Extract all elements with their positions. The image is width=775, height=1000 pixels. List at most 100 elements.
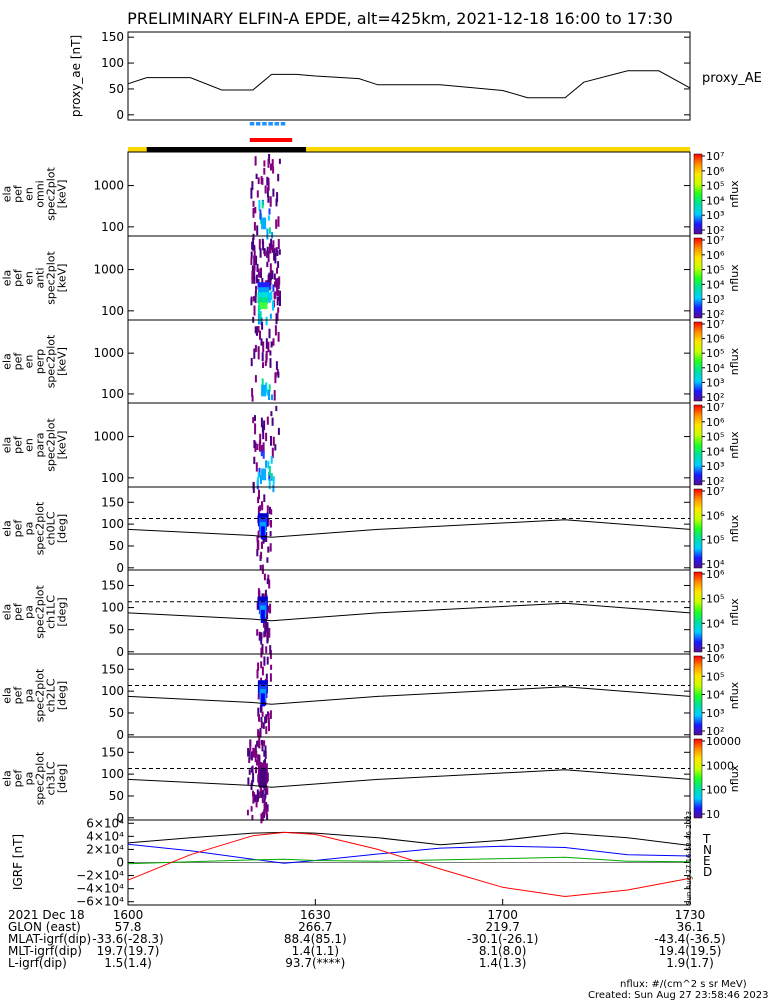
spectrogram-core <box>257 282 270 289</box>
spectrogram-pixel <box>264 788 267 798</box>
spectrogram-pixel <box>274 372 277 384</box>
spectrogram-pixel <box>251 265 254 273</box>
spectrogram-pixel <box>266 228 269 240</box>
spectrogram-pixel <box>265 808 268 816</box>
spectrogram-pixel <box>269 650 272 660</box>
spectrogram-pixel <box>269 603 272 614</box>
spectrogram-pixel <box>270 509 273 515</box>
spectrogram-pixel <box>262 362 264 369</box>
igrf-legend-N: N <box>703 843 712 857</box>
spectrogram-pixel <box>250 782 253 791</box>
y-tick-label: 100 <box>101 517 124 531</box>
spectrogram-pixel <box>272 436 275 446</box>
y-tick-label: −2×10⁴ <box>76 869 124 883</box>
y-axis-label: ch1LC <box>45 595 58 629</box>
x-axis-annotations: 2021 Dec 18 1600 1630 1700 1730 GLON (east) 57… <box>8 899 726 970</box>
colorbar <box>693 237 703 319</box>
spectrogram-pixel <box>260 451 263 457</box>
x-row-value: -30.1(-26.1) <box>467 932 538 946</box>
spectrogram-pixel <box>259 248 262 258</box>
colorbar-tick-label: 10⁷ <box>706 401 724 414</box>
side-timestamp: Sun Aug 27 16:58:46 2023 <box>685 811 693 905</box>
spectrogram-pixel <box>271 232 274 239</box>
y-tick-label: 150 <box>101 495 124 509</box>
spectrogram-pixel <box>257 308 260 317</box>
spectrogram-pixel <box>252 200 255 207</box>
spectrogram-pixel <box>253 250 256 260</box>
spectrogram-pixel <box>250 251 253 259</box>
y-axis-label: ch2LC <box>45 678 58 712</box>
spectrogram-pixel <box>271 159 274 168</box>
panel-frame-2 <box>127 235 691 321</box>
spectrogram-pixel <box>257 496 260 504</box>
spectrogram-pixel <box>267 196 270 203</box>
y-tick-label: 2×10⁴ <box>86 842 124 856</box>
colorbar <box>693 321 703 402</box>
y-tick-label: −6×10⁴ <box>76 895 124 909</box>
spectrogram-pixel <box>268 627 271 638</box>
y-tick-label: 150 <box>101 662 124 676</box>
spectrogram-pixel <box>248 749 251 760</box>
spectrogram-pixel <box>272 300 274 311</box>
colorbar-tick-label: 10³ <box>706 376 724 389</box>
y-axis-label: spec2plot <box>34 585 47 639</box>
spectrogram-pixel <box>261 643 264 654</box>
spectrogram-pixel <box>256 789 259 800</box>
spectrogram-pixel <box>256 740 259 747</box>
spectrogram-pixel <box>259 433 262 445</box>
spectrogram-pixel <box>265 382 268 393</box>
spectrogram-pixel <box>252 790 254 797</box>
spectrogram-pixel <box>250 806 253 812</box>
spectrogram-pixel <box>266 578 269 585</box>
y-tick-label: −4×10⁴ <box>76 882 124 896</box>
spectrogram-pixel <box>269 645 272 655</box>
spectrogram-pixel <box>260 632 263 640</box>
igrf-line-N <box>127 843 691 864</box>
y-axis-label: spec2plot <box>45 167 58 221</box>
spectrogram-pixel <box>257 530 260 539</box>
spectrogram-pixel <box>274 325 277 336</box>
colorbar-label: nflux <box>728 431 741 459</box>
spectrogram-pixel <box>264 750 267 760</box>
spectrogram-pixel <box>253 276 256 284</box>
spectrogram-pixel <box>266 557 269 563</box>
plot-title: PRELIMINARY ELFIN-A EPDE, alt=425km, 202… <box>127 9 673 28</box>
x-row-value: 19.4(19.5) <box>659 944 722 958</box>
y-tick-label: 50 <box>109 539 124 553</box>
spectrogram-pixel <box>251 395 254 402</box>
spectrogram-pixel <box>262 341 265 353</box>
colorbar-tick-label: 10² <box>706 308 724 321</box>
loss-cone-line <box>127 769 691 788</box>
spectrogram-pixel <box>257 506 260 515</box>
y-tick-label: 50 <box>109 706 124 720</box>
spectrogram-pixel <box>261 238 264 245</box>
spectrogram-pixel <box>251 181 254 191</box>
spectrogram-pixel <box>260 717 263 723</box>
spectrogram-pixel <box>261 796 264 804</box>
x-row-value: 1630 <box>300 908 331 922</box>
y-tick-label: 4×10⁴ <box>86 829 124 843</box>
spectrogram-pixel <box>258 305 260 312</box>
colorbar-tick-label: 10⁷ <box>706 150 724 163</box>
spectrogram-pixel <box>266 505 269 512</box>
spectrogram-pixel <box>260 551 263 559</box>
spectrogram-pixel <box>248 769 251 775</box>
panel-frame-4 <box>127 402 691 488</box>
spectrogram-pixel <box>257 707 260 717</box>
spectrogram-pixel <box>253 246 256 252</box>
y-tick-label: 1000 <box>93 179 124 193</box>
spectrogram-pixel <box>261 790 264 799</box>
spectrogram-pixel <box>258 239 261 250</box>
x-row-value: 219.7 <box>485 920 519 934</box>
spectrogram-pixel <box>262 536 265 544</box>
colorbar-tick-label: 10⁵ <box>706 264 724 277</box>
spectrogram-pixel <box>253 255 256 266</box>
spectrogram-pixel <box>277 331 280 342</box>
spectrogram-pixel <box>257 472 260 479</box>
spectrogram-pixel <box>256 535 259 542</box>
colorbar-label: nflux <box>728 180 741 208</box>
spectrogram-pixel <box>257 326 260 333</box>
x-row-value: 36.1 <box>677 920 704 934</box>
spectrogram-pixel <box>254 206 257 214</box>
colorbar-tick-label: 10⁶ <box>706 652 725 665</box>
